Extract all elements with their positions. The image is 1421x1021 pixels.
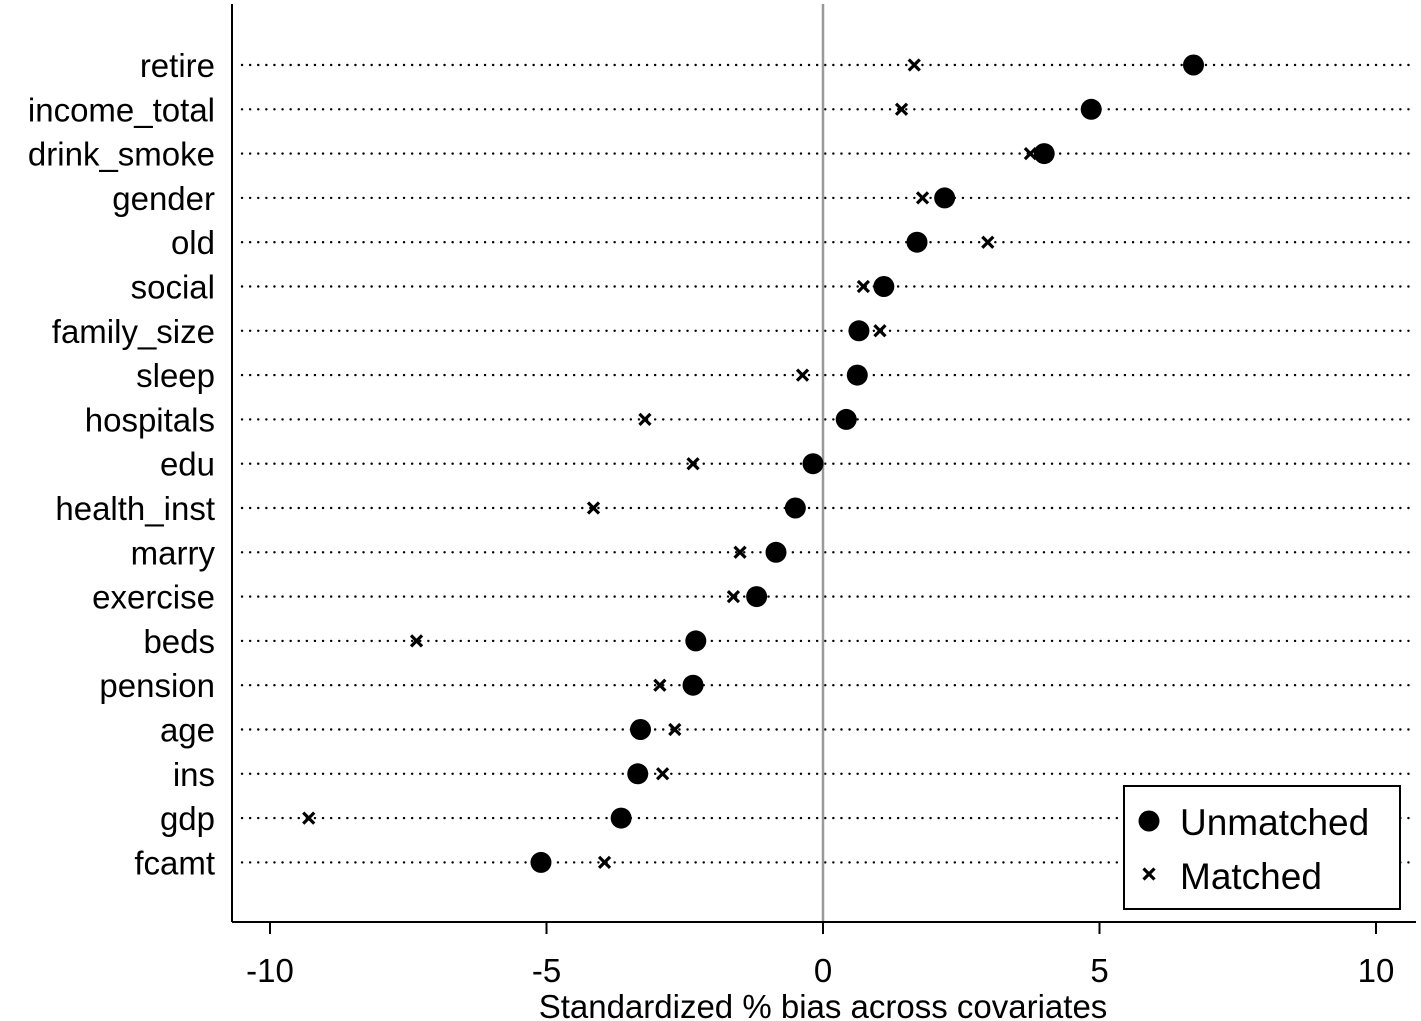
legend-matched-marker xyxy=(1142,867,1156,881)
legend-matched-label: Matched xyxy=(1180,856,1322,897)
matched-marker-gender xyxy=(915,191,930,205)
unmatched-marker-beds xyxy=(685,630,707,652)
unmatched-marker-retire xyxy=(1183,54,1205,76)
x-tick-label: -5 xyxy=(532,952,561,989)
matched-marker-gdp xyxy=(302,811,316,825)
legend-unmatched-marker xyxy=(1138,810,1160,832)
unmatched-marker-gdp xyxy=(610,807,632,829)
category-label-gender: gender xyxy=(112,180,215,217)
unmatched-marker-sleep xyxy=(846,364,868,386)
unmatched-marker-family_size xyxy=(848,320,870,342)
matched-marker-ins xyxy=(655,767,670,781)
category-label-drink_smoke: drink_smoke xyxy=(28,136,215,173)
unmatched-marker-drink_smoke xyxy=(1033,143,1055,165)
matched-marker-family_size xyxy=(873,324,887,338)
category-label-gdp: gdp xyxy=(160,800,215,837)
category-label-retire: retire xyxy=(140,47,215,84)
axes: -10 -5 0 5 10 Standardized % bias across cov… xyxy=(231,4,1416,1021)
x-tick-label: 5 xyxy=(1090,952,1108,989)
unmatched-marker-age xyxy=(630,719,652,740)
legend-box xyxy=(1123,785,1401,910)
matched-marker-health_inst xyxy=(586,501,601,515)
data-markers xyxy=(302,54,1205,873)
matched-marker-fcamt xyxy=(597,855,612,870)
x-axis-title: Standardized % bias across covariates xyxy=(539,988,1108,1021)
unmatched-marker-hospitals xyxy=(835,408,857,430)
matched-marker-age xyxy=(668,722,682,737)
matched-marker-old xyxy=(981,235,995,249)
unmatched-marker-social xyxy=(873,276,895,297)
unmatched-marker-ins xyxy=(627,763,649,785)
matched-marker-sleep xyxy=(795,368,810,382)
matched-marker-hospitals xyxy=(638,412,652,427)
matched-marker-beds xyxy=(409,634,424,648)
matched-marker-retire xyxy=(907,58,921,72)
matched-marker-pension xyxy=(653,678,667,692)
unmatched-marker-edu xyxy=(802,453,824,475)
unmatched-marker-old xyxy=(906,231,928,253)
category-label-pension: pension xyxy=(99,667,215,704)
matched-marker-social xyxy=(856,279,871,294)
x-tick-label: -10 xyxy=(246,952,294,989)
category-label-marry: marry xyxy=(131,534,216,571)
category-label-beds: beds xyxy=(143,623,215,660)
matched-marker-exercise xyxy=(726,589,741,604)
unmatched-marker-pension xyxy=(682,674,704,696)
category-label-hospitals: hospitals xyxy=(85,401,215,438)
category-label-ins: ins xyxy=(173,756,215,793)
unmatched-marker-gender xyxy=(934,187,956,209)
unmatched-marker-fcamt xyxy=(530,851,552,873)
category-label-edu: edu xyxy=(160,446,215,483)
category-label-age: age xyxy=(160,712,215,749)
matched-marker-drink_smoke xyxy=(1023,146,1038,161)
category-label-family_size: family_size xyxy=(52,313,215,350)
category-label-fcamt: fcamt xyxy=(134,844,215,881)
matched-marker-edu xyxy=(686,457,700,471)
category-label-income_total: income_total xyxy=(28,91,215,128)
legend: Unmatched Matched xyxy=(1123,785,1401,910)
x-axis-ticks: -10 -5 0 5 10 xyxy=(246,922,1394,989)
legend-unmatched-label: Unmatched xyxy=(1180,802,1369,843)
category-label-exercise: exercise xyxy=(92,579,215,616)
matched-marker-income_total xyxy=(894,102,909,116)
legend-matched-x xyxy=(1142,867,1156,881)
unmatched-marker-income_total xyxy=(1080,98,1102,120)
category-label-social: social xyxy=(131,269,215,306)
category-label-health_inst: health_inst xyxy=(55,490,215,527)
x-tick-label: 0 xyxy=(814,952,832,989)
category-label-old: old xyxy=(171,224,215,261)
unmatched-marker-exercise xyxy=(746,586,768,608)
unmatched-marker-health_inst xyxy=(784,497,806,519)
x-tick-label: 10 xyxy=(1358,952,1395,989)
unmatched-marker-marry xyxy=(765,541,787,563)
matched-marker-marry xyxy=(733,545,747,559)
category-label-sleep: sleep xyxy=(136,357,215,394)
